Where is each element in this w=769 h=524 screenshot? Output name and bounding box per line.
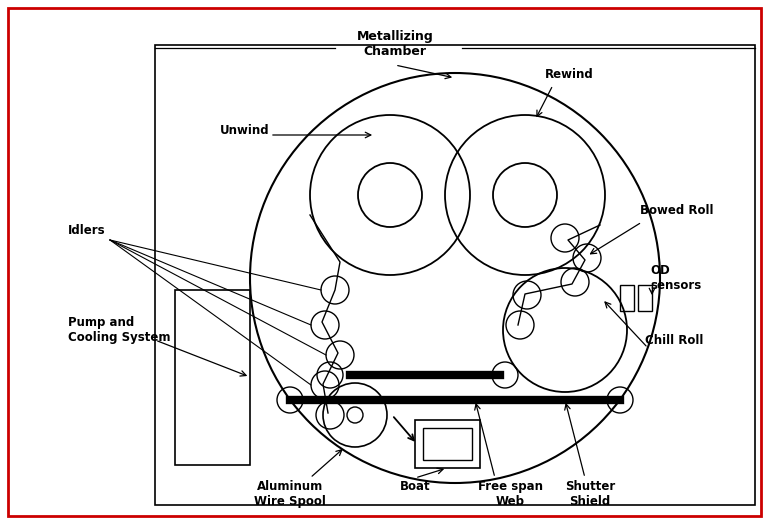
Text: Unwind: Unwind [220,124,270,136]
Text: Shutter
Shield: Shutter Shield [565,480,615,508]
Bar [620,285,634,311]
Text: Boat: Boat [400,480,431,493]
Text: Free span
Web: Free span Web [478,480,542,508]
Text: Idlers: Idlers [68,224,105,236]
Bar [423,428,472,460]
Text: Chill Roll: Chill Roll [645,333,704,346]
Text: OD
sensors: OD sensors [650,264,701,292]
Text: Metallizing
Chamber: Metallizing Chamber [357,30,434,58]
Text: Bowed Roll: Bowed Roll [640,203,714,216]
Bar [415,420,480,468]
Text: Rewind: Rewind [545,69,594,82]
Bar [638,285,652,311]
Bar [155,45,755,505]
Bar [175,290,250,465]
Text: Aluminum
Wire Spool: Aluminum Wire Spool [254,480,326,508]
Text: Pump and
Cooling System: Pump and Cooling System [68,316,171,344]
